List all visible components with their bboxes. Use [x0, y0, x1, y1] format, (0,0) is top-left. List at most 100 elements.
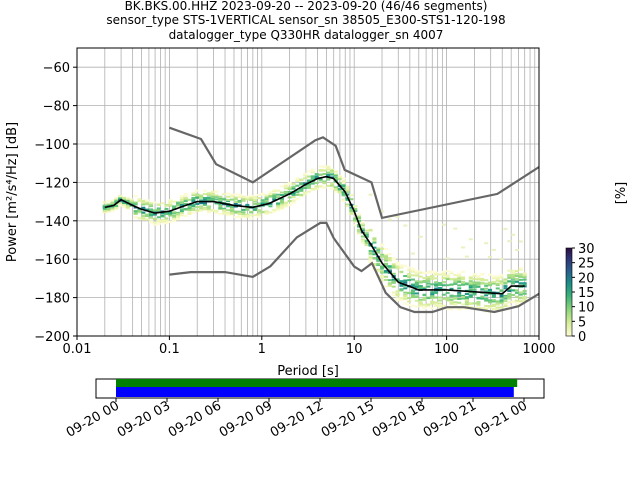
histogram-cell [414, 295, 419, 298]
histogram-cell [403, 224, 408, 227]
histogram-cell [503, 287, 508, 290]
histogram-cell [310, 178, 315, 181]
histogram-cell [484, 304, 489, 307]
histogram-cell [445, 284, 450, 287]
histogram-cell [514, 301, 519, 304]
title-line-3: datalogger_type Q330HR datalogger_sn 400… [169, 28, 444, 42]
histogram-cell [434, 296, 439, 299]
histogram-cell [507, 293, 512, 296]
histogram-cell [376, 248, 381, 251]
histogram-cell [195, 189, 200, 192]
histogram-cell [453, 283, 458, 286]
histogram-cell [480, 295, 485, 298]
histogram-cell [422, 277, 427, 280]
histogram-cell [202, 189, 207, 192]
histogram-cell [149, 208, 154, 211]
histogram-cell [384, 258, 389, 261]
histogram-cell [330, 168, 335, 171]
histogram-cell [368, 261, 373, 264]
histogram-cell [434, 287, 439, 290]
histogram-cell [495, 300, 500, 303]
histogram-cell [445, 291, 450, 294]
histogram-cell [345, 185, 350, 188]
histogram-cell [345, 187, 350, 190]
histogram-cell [407, 269, 412, 272]
histogram-cell [287, 187, 292, 190]
histogram-cell [179, 195, 184, 198]
histogram-cell [461, 278, 466, 281]
histogram-cell [410, 252, 415, 255]
histogram-cell [387, 253, 392, 256]
histogram-cell [522, 292, 527, 295]
histogram-cell [514, 248, 519, 251]
histogram-cell [191, 208, 196, 211]
histogram-cell [430, 270, 435, 273]
histogram-cell [514, 280, 519, 283]
histogram-cell [122, 196, 127, 199]
histogram-cell [233, 196, 238, 199]
histogram-cell [391, 278, 396, 281]
histogram-cell [384, 278, 389, 281]
histogram-cell [187, 208, 192, 211]
histogram-cell [314, 175, 319, 178]
histogram-cell [241, 211, 246, 214]
histogram-cell [280, 198, 285, 201]
histogram-cell [179, 210, 184, 213]
histogram-cell [491, 280, 496, 283]
histogram-cell [484, 282, 489, 285]
histogram-cell [218, 200, 223, 203]
histogram-cell [395, 298, 400, 301]
histogram-cell [461, 270, 466, 273]
histogram-cell [468, 295, 473, 298]
histogram-cell [468, 277, 473, 280]
histogram-cell [253, 214, 258, 217]
histogram-cell [488, 292, 493, 295]
histogram-cell [141, 218, 146, 221]
histogram-cell [384, 259, 389, 262]
histogram-cell [330, 182, 335, 185]
histogram-cell [295, 191, 300, 194]
histogram-cell [380, 274, 385, 277]
histogram-cell [226, 205, 231, 208]
histogram-cell [326, 175, 331, 178]
histogram-cell [191, 196, 196, 199]
histogram-cell [106, 203, 111, 206]
histogram-cell [314, 185, 319, 188]
histogram-cell [472, 291, 477, 294]
histogram-cell [468, 302, 473, 305]
histogram-cell [353, 218, 358, 221]
histogram-cell [314, 181, 319, 184]
histogram-cell [495, 282, 500, 285]
histogram-cell [149, 216, 154, 219]
histogram-cell [303, 182, 308, 185]
histogram-cell [345, 205, 350, 208]
histogram-cell [407, 273, 412, 276]
histogram-cell [507, 301, 512, 304]
histogram-cell [241, 214, 246, 217]
histogram-cell [426, 297, 431, 300]
histogram-cell [514, 291, 519, 294]
histogram-cell [102, 201, 107, 204]
x-tick-label: 0.1 [159, 342, 180, 357]
histogram-cell [514, 303, 519, 306]
x-tick-label: 1000 [522, 342, 555, 357]
histogram-cell [160, 214, 165, 217]
histogram-cell [464, 292, 469, 295]
histogram-cell [206, 196, 211, 199]
histogram-cell [391, 294, 396, 297]
histogram-cell [237, 204, 242, 207]
histogram-cell [202, 198, 207, 201]
histogram-cell [376, 262, 381, 265]
histogram-cell [229, 198, 234, 201]
histogram-cell [218, 207, 223, 210]
histogram-cell [333, 186, 338, 189]
histogram-cell [495, 302, 500, 305]
histogram-cell [202, 193, 207, 196]
histogram-cell [399, 297, 404, 300]
histogram-cell [237, 199, 242, 202]
histogram-cell [114, 200, 119, 203]
histogram-cell [488, 255, 493, 258]
histogram-cell [484, 242, 489, 245]
histogram-cell [410, 278, 415, 281]
